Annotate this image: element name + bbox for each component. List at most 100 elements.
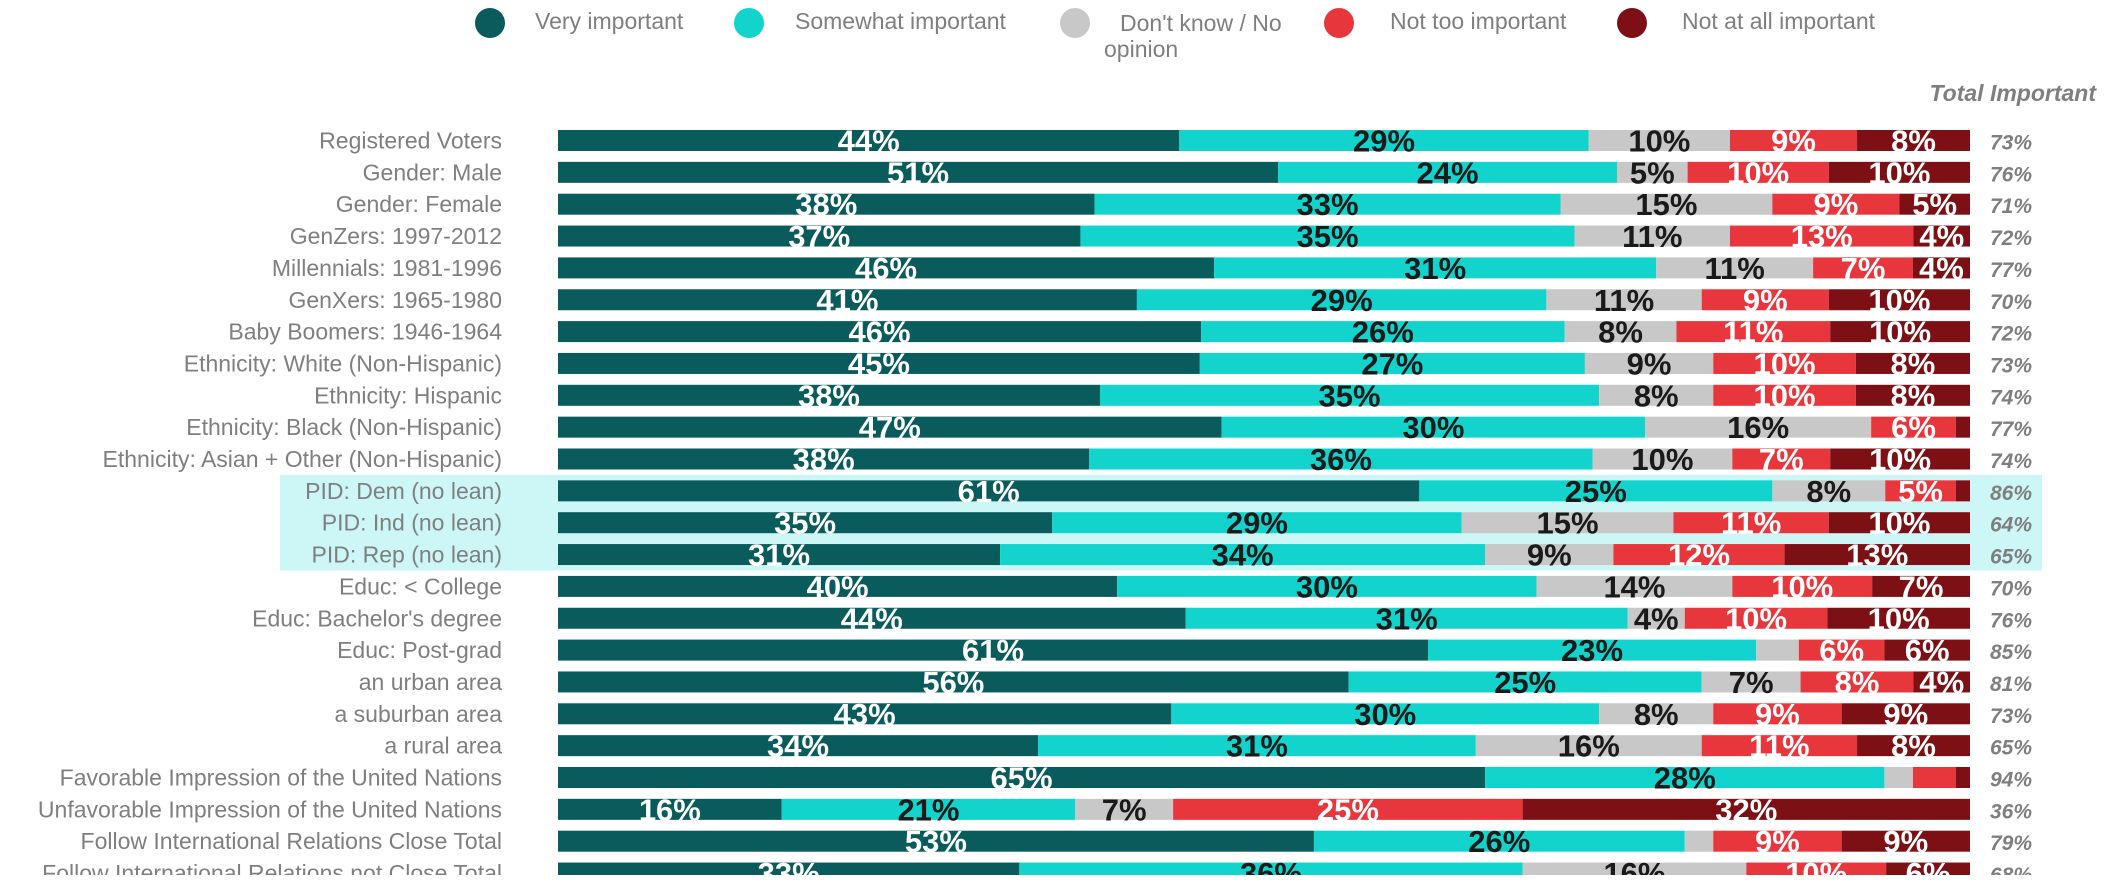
data-label-don-t-know-no-opinion: 14% [1603, 569, 1665, 604]
bar-segment-don-t-know-no-opinion [1461, 512, 1674, 534]
data-label-don-t-know-no-opinion: 9% [1627, 346, 1672, 381]
total-important-value: 76% [1990, 609, 2032, 632]
bar-row-gender-female: Gender: Female 38% 33% 15% 9% 5% 71% [336, 187, 2033, 222]
legend-label-not-at-all-important: Not at all important [1682, 8, 1876, 34]
data-label-very-important: 40% [807, 569, 869, 604]
bar-segment-not-at-all-important [1828, 161, 1970, 183]
bar-segment-not-too-important [1772, 193, 1900, 215]
data-label-not-at-all-important: 10% [1868, 506, 1930, 541]
data-label-very-important: 31% [748, 538, 810, 573]
bar-segment-not-too-important [1798, 639, 1885, 661]
data-label-somewhat-important: 31% [1404, 251, 1466, 286]
bar-segment-very-important [558, 512, 1053, 534]
bar-segment-very-important [558, 639, 1429, 661]
total-important-value: 77% [1990, 259, 2032, 282]
data-label-very-important: 35% [774, 506, 836, 541]
bar-segment-very-important [558, 352, 1200, 374]
total-important-value: 64% [1990, 514, 2032, 537]
bar-segment-not-at-all-important [1912, 257, 1970, 279]
bar-segment-somewhat-important [1348, 671, 1702, 693]
data-label-somewhat-important: 29% [1226, 506, 1288, 541]
total-important-value: 73% [1990, 354, 2032, 377]
data-label-somewhat-important: 31% [1376, 601, 1438, 636]
data-label-not-at-all-important: 10% [1868, 283, 1930, 318]
data-label-somewhat-important: 26% [1352, 315, 1414, 350]
data-label-not-too-important: 9% [1755, 824, 1800, 859]
bar-segment-very-important [558, 607, 1186, 629]
data-label-very-important: 44% [838, 124, 900, 159]
bar-row-educ-post-grad: Educ: Post-grad 61% 23% 6% 6% 85% [337, 633, 2032, 668]
data-label-somewhat-important: 30% [1354, 697, 1416, 732]
data-label-very-important: 56% [922, 665, 984, 700]
data-label-not-too-important: 25% [1317, 792, 1379, 827]
bar-segment-not-at-all-important [1884, 639, 1970, 661]
data-label-very-important: 46% [849, 315, 911, 350]
bar-row-genxers-1965-1980: GenXers: 1965-1980 41% 29% 11% 9% 10% 70% [288, 283, 2032, 318]
total-important-value: 79% [1990, 832, 2032, 855]
data-label-somewhat-important: 25% [1494, 665, 1556, 700]
data-label-somewhat-important: 21% [897, 792, 959, 827]
data-label-don-t-know-no-opinion: 11% [1704, 251, 1764, 286]
data-label-somewhat-important: 29% [1353, 124, 1415, 159]
total-important-value: 72% [1990, 323, 2032, 346]
data-label-not-too-important: 10% [1754, 346, 1816, 381]
bar-segment-very-important [558, 703, 1172, 725]
bar-segment-somewhat-important [1185, 607, 1628, 629]
bar-segment-don-t-know-no-opinion [1588, 130, 1730, 151]
bar-row-gender-male: Gender: Male 51% 24% 5% 10% 10% 76% [363, 155, 2033, 190]
total-important-value: 81% [1990, 673, 2032, 696]
bar-segment-somewhat-important [1038, 735, 1476, 757]
legend-swatch-not-at-all-important [1617, 8, 1647, 38]
bar-row-follow-international-relations-close-total: Follow International Relations Close Tot… [81, 824, 2033, 859]
bar-segment-not-at-all-important [1828, 512, 1970, 534]
bar-row-pid-rep-no-lean: PID: Rep (no lean) 31% 34% 9% 12% 13% 65% [312, 538, 2033, 573]
category-label: Unfavorable Impression of the United Nat… [38, 796, 502, 822]
bar-segment-not-too-important [1732, 448, 1831, 470]
data-label-not-at-all-important: 8% [1891, 729, 1936, 764]
data-label-don-t-know-no-opinion: 16% [1603, 856, 1665, 875]
bar-segment-not-at-all-important [1830, 448, 1970, 470]
bar-segment-not-at-all-important [1784, 544, 1970, 566]
bar-segment-not-at-all-important [1955, 767, 1970, 788]
data-label-very-important: 34% [767, 729, 829, 764]
bar-segment-not-at-all-important [1828, 289, 1970, 311]
category-label: GenXers: 1965-1980 [288, 287, 502, 313]
total-important-value: 94% [1990, 769, 2032, 792]
data-label-not-at-all-important: 13% [1846, 538, 1908, 573]
data-label-don-t-know-no-opinion: 16% [1558, 729, 1620, 764]
data-label-not-at-all-important: 4% [1919, 251, 1964, 286]
bar-segment-very-important [558, 735, 1039, 757]
category-label: GenZers: 1997-2012 [290, 223, 502, 249]
bar-segment-very-important [558, 544, 1001, 566]
category-label: a suburban area [334, 701, 502, 727]
data-label-very-important: 41% [816, 283, 878, 318]
bar-segment-very-important [558, 798, 782, 820]
bar-segment-very-important [558, 575, 1118, 597]
bar-segment-somewhat-important [1201, 321, 1565, 343]
bar-segment-somewhat-important [1080, 225, 1575, 247]
bar-segment-very-important [558, 416, 1222, 438]
bar-segment-not-at-all-important [1857, 130, 1970, 151]
bar-segment-not-too-important [1701, 289, 1829, 311]
data-label-not-at-all-important: 6% [1906, 856, 1951, 875]
data-label-somewhat-important: 35% [1319, 378, 1381, 413]
data-label-don-t-know-no-opinion: 5% [1630, 155, 1675, 190]
bar-segment-don-t-know-no-opinion [1564, 321, 1677, 343]
bar-segment-very-important [558, 289, 1137, 311]
legend: Very important Somewhat important Don't kn… [475, 8, 1876, 62]
data-label-don-t-know-no-opinion: 16% [1727, 410, 1789, 445]
data-label-very-important: 65% [991, 761, 1053, 796]
data-label-somewhat-important: 36% [1240, 856, 1302, 875]
total-important-value: 72% [1990, 227, 2032, 250]
bar-row-baby-boomers-1946-1964: Baby Boomers: 1946-1964 46% 26% 8% 11% 10% 72% [228, 315, 2032, 350]
bar-segment-very-important [558, 225, 1081, 247]
bar-row-genzers-1997-2012: GenZers: 1997-2012 37% 35% 11% 13% 4% 72% [290, 219, 2033, 254]
bar-segment-not-at-all-important [1913, 225, 1970, 247]
total-important-value: 70% [1990, 577, 2032, 600]
data-label-don-t-know-no-opinion: 8% [1634, 378, 1679, 413]
bar-segment-don-t-know-no-opinion [1884, 767, 1913, 788]
bar-segment-not-at-all-important [1830, 321, 1970, 343]
bar-segment-not-too-important [1885, 480, 1956, 502]
bar-segment-don-t-know-no-opinion [1656, 257, 1814, 279]
